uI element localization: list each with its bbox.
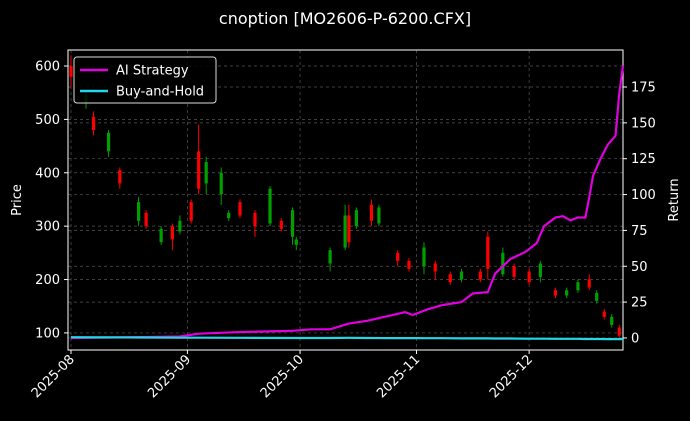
x-tick-label: 2025-10 [258,352,307,401]
candle-body [407,260,411,269]
candle-body [512,266,516,277]
candle-body [433,263,437,272]
candle-body [617,327,621,336]
x-tick-label: 2025-12 [487,352,536,401]
candle-body [106,132,111,152]
candle-body [347,215,351,243]
candle-body [610,316,614,325]
candle-body [448,274,452,283]
candle-body [422,247,426,267]
line-series [70,65,625,340]
candle-body [576,282,580,291]
candle-body [144,212,148,227]
legend-label: AI Strategy [116,64,189,79]
candle-body [478,271,482,280]
candle-body [238,202,242,216]
plot-frame [67,49,624,351]
candle-body [553,290,558,296]
candle-body [118,170,122,184]
candle-body [178,220,182,232]
candle-body [369,204,374,221]
candle-body [227,212,231,219]
y2-tick-label: 150 [631,116,656,131]
candle-body [486,236,490,269]
candle-body [602,311,606,317]
candle-body [69,66,73,77]
y2-tick-label: 75 [631,224,648,239]
candle-body [328,250,332,264]
y2-axis-label: Return [667,178,682,221]
candle-body [159,228,163,243]
candle-body [587,279,591,288]
candle-body [253,212,257,227]
candle-body [595,292,599,301]
y2-tick-label: 50 [631,260,648,275]
candle-body [396,252,400,261]
candle-body [565,290,569,296]
candle-body [189,202,193,221]
y2-tick-label: 25 [631,296,648,311]
y2-tick-label: 125 [631,152,656,167]
legend-label: Buy-and-Hold [116,85,204,100]
candle-body [527,271,531,283]
candle-body [354,210,358,227]
candle-body [501,252,505,275]
x-tick-label: 2025-09 [145,352,194,401]
candle-body [136,202,141,221]
candle-body [170,226,174,240]
candle-body [204,162,208,184]
y2-tick-label: 100 [631,188,656,203]
candle-body [459,271,464,280]
y-tick-label: 600 [35,60,60,75]
candle-body [343,215,347,248]
y-tick-label: 300 [35,220,60,235]
x-tick-label: 2025-08 [29,352,78,401]
legend-box [73,56,217,104]
y-tick-label: 400 [35,166,60,181]
candle-body [290,210,295,237]
candle-body [294,239,298,245]
candle-body [377,207,381,224]
candle-body [538,263,542,277]
y-tick-label: 500 [35,113,60,128]
x-tick-label: 2025-11 [374,352,423,401]
y2-tick-label: 175 [631,80,656,95]
y-tick-label: 100 [35,326,60,341]
line-series [70,336,623,341]
candle-body [219,172,223,195]
candle-body [268,188,272,224]
candle-body [197,151,201,189]
y-tick-label: 200 [35,273,60,288]
y-axis-label: Price [10,184,25,216]
candle-body [91,116,96,131]
candle-body [279,220,283,229]
y2-tick-label: 0 [631,331,639,346]
chart-title: cnoption [MO2606-P-6200.CFX] [219,9,471,28]
